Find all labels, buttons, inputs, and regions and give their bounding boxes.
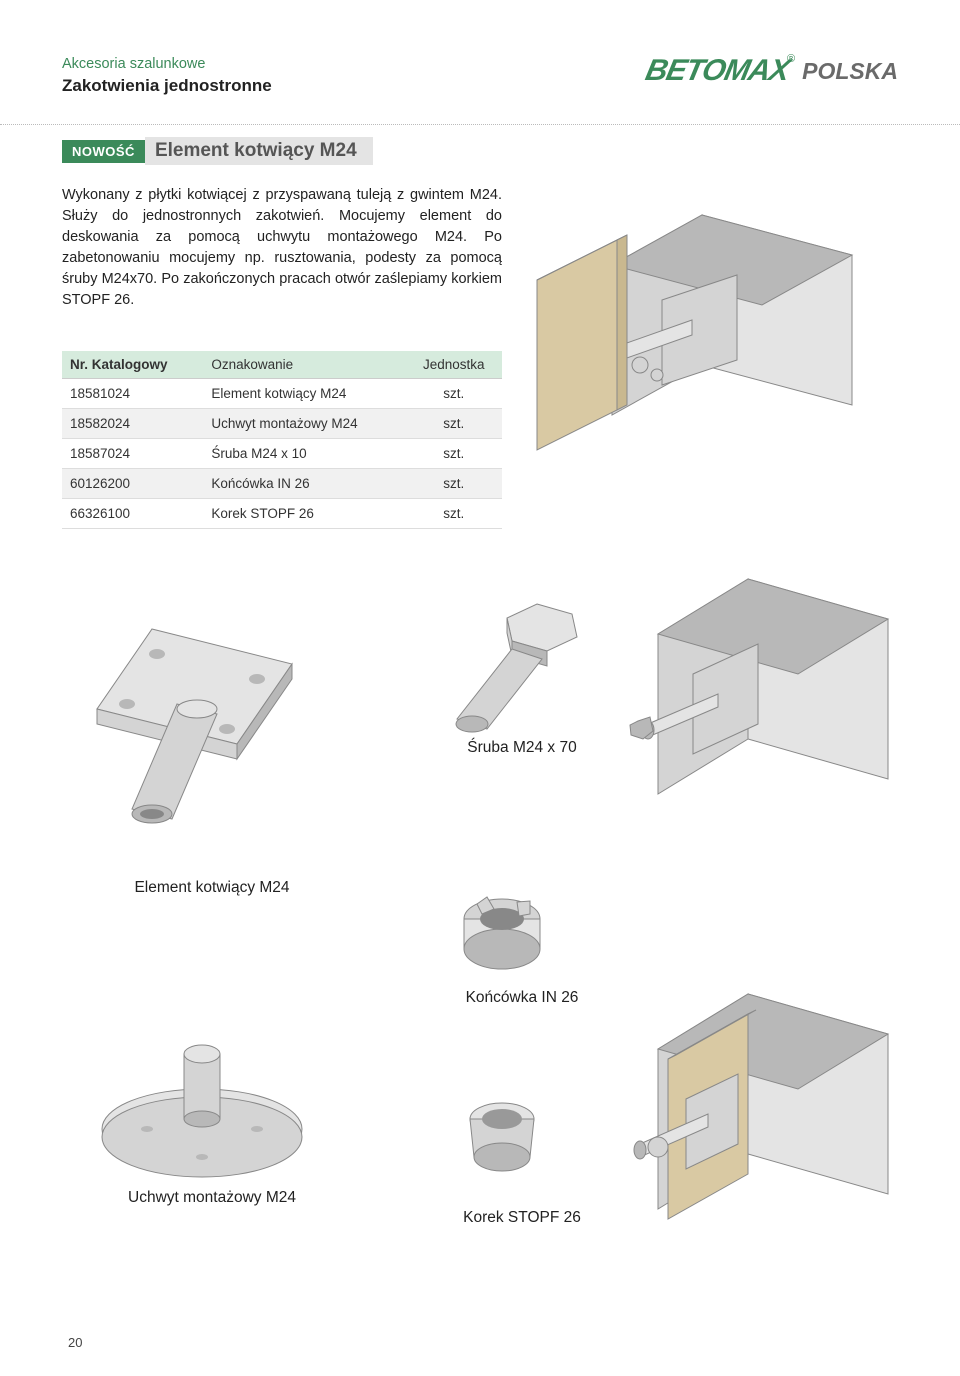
assembly-final-figure [598, 959, 918, 1269]
logo-brand-text: BETOMAX [642, 54, 792, 88]
cell-name: Końcówka IN 26 [203, 469, 405, 499]
page-number: 20 [68, 1335, 82, 1350]
figure-koncowka-label: Końcówka IN 26 [422, 989, 622, 1007]
page-title: Zakotwienia jednostronne [62, 76, 272, 96]
logo-suffix-text: POLSKA [802, 58, 898, 85]
cell-unit: szt. [405, 439, 502, 469]
brand-logo: BETOMAX ® POLSKA [646, 54, 898, 88]
cell-catalog: 18582024 [62, 409, 203, 439]
figure-uchwyt-label: Uchwyt montażowy M24 [72, 1189, 352, 1207]
table-row: 18587024Śruba M24 x 10szt. [62, 439, 502, 469]
cell-unit: szt. [405, 379, 502, 409]
table-row: 60126200Końcówka IN 26szt. [62, 469, 502, 499]
figure-element: Element kotwiący M24 [62, 609, 362, 897]
figure-korek-label: Korek STOPF 26 [432, 1209, 612, 1227]
content-row: Wykonany z płytki kotwiącej z przyspawan… [62, 185, 898, 529]
catalog-table: Nr. Katalogowy Oznakowanie Jednostka 185… [62, 351, 502, 529]
cell-catalog: 60126200 [62, 469, 203, 499]
figure-uchwyt: Uchwyt montażowy M24 [72, 1009, 352, 1207]
left-column: Wykonany z płytki kotwiącej z przyspawan… [62, 185, 502, 529]
cell-unit: szt. [405, 409, 502, 439]
table-header-row: Nr. Katalogowy Oznakowanie Jednostka [62, 351, 502, 379]
cell-catalog: 18581024 [62, 379, 203, 409]
cell-name: Uchwyt montażowy M24 [203, 409, 405, 439]
col-unit: Jednostka [405, 351, 502, 379]
col-catalog: Nr. Katalogowy [62, 351, 203, 379]
cell-unit: szt. [405, 469, 502, 499]
figure-koncowka: Końcówka IN 26 [422, 869, 622, 1007]
figure-korek: Korek STOPF 26 [432, 1079, 612, 1227]
col-name: Oznakowanie [203, 351, 405, 379]
table-row: 18582024Uchwyt montażowy M24szt. [62, 409, 502, 439]
logo-registered-icon: ® [787, 53, 795, 65]
right-column [522, 185, 898, 529]
cell-name: Korek STOPF 26 [203, 499, 405, 529]
cell-name: Śruba M24 x 10 [203, 439, 405, 469]
breadcrumb: Akcesoria szalunkowe [62, 56, 272, 72]
header-left: Akcesoria szalunkowe Zakotwienia jednost… [62, 56, 272, 96]
cell-unit: szt. [405, 499, 502, 529]
divider [0, 124, 960, 125]
section-header: NOWOŚĆ Element kotwiący M24 [62, 137, 898, 165]
section-description: Wykonany z płytki kotwiącej z przyspawan… [62, 185, 502, 311]
assembly-exploded-figure [522, 185, 892, 455]
table-row: 66326100Korek STOPF 26szt. [62, 499, 502, 529]
page-header: Akcesoria szalunkowe Zakotwienia jednost… [62, 56, 898, 96]
cell-catalog: 18587024 [62, 439, 203, 469]
cell-catalog: 66326100 [62, 499, 203, 529]
new-badge: NOWOŚĆ [62, 140, 145, 163]
figures-area: Element kotwiący M24 Śruba M24 x 70 [62, 589, 898, 1349]
figure-element-label: Element kotwiący M24 [62, 879, 362, 897]
section-title: Element kotwiący M24 [145, 137, 373, 165]
assembly-screw-figure [598, 549, 918, 849]
table-row: 18581024Element kotwiący M24szt. [62, 379, 502, 409]
cell-name: Element kotwiący M24 [203, 379, 405, 409]
